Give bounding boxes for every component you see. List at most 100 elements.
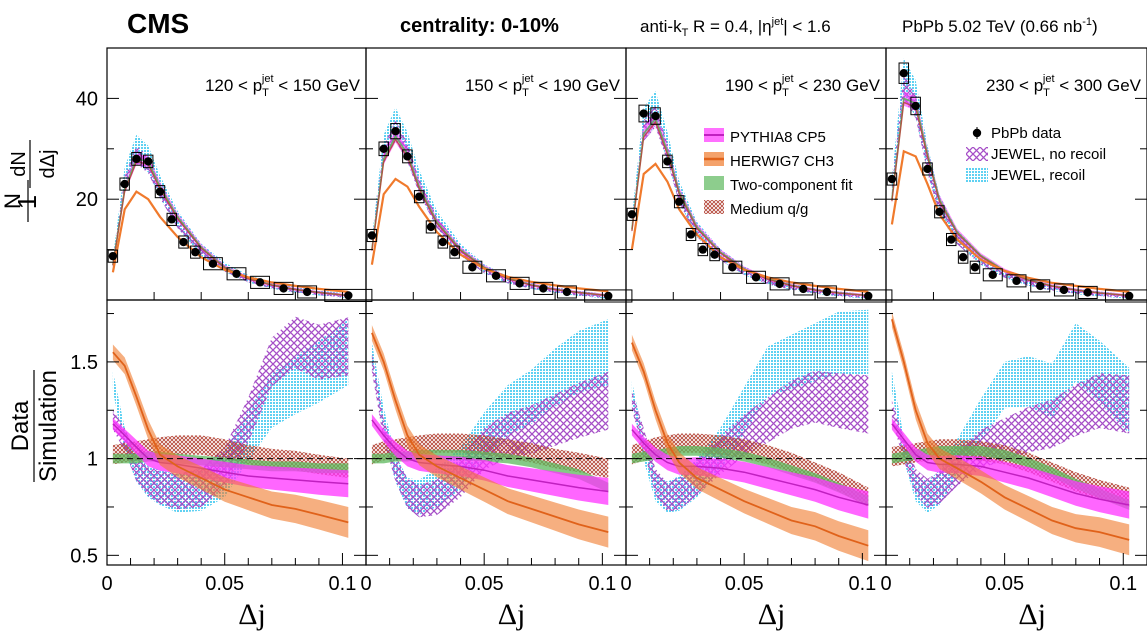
data-point: [935, 207, 944, 216]
legend-models: PYTHIA8 CP5 HERWIG7 CH3 Two-component fit M…: [704, 128, 853, 218]
ratio-y-tick-label: 1.5: [70, 352, 98, 374]
centrality-label: centrality: 0-10%: [400, 15, 559, 37]
ratio-plot: 0 0.05 0.1 Δj: [101, 299, 367, 631]
ratio-jewel-norecoil: [371, 352, 609, 518]
data-point: [958, 252, 968, 262]
syst-box: [898, 62, 910, 84]
data-point: [379, 144, 388, 153]
data-point: [344, 291, 353, 300]
data-point: [120, 179, 129, 189]
x-tick-label: 0.05: [725, 573, 764, 595]
data-point: [450, 247, 459, 257]
data-point: [923, 164, 932, 174]
jewel-recoil-band: [891, 58, 1130, 299]
bottom-y-title: Data Simulation: [7, 370, 62, 482]
svg-text:dΔj: dΔj: [37, 150, 59, 179]
syst-box: [378, 141, 389, 157]
legend-label-jewel-recoil: JEWEL, recoil: [991, 167, 1085, 184]
syst-box: [107, 249, 119, 263]
syst-box: [584, 289, 633, 303]
syst-box: [910, 96, 921, 116]
data-point: [562, 287, 572, 297]
top-plot: 150 < pTjet < 190 GeV: [365, 47, 633, 303]
ratio-herwig-band: [891, 311, 1130, 556]
syst-box: [662, 154, 673, 169]
data-point: [651, 111, 660, 121]
ratio-pythia-line: [631, 429, 869, 506]
x-tick-label: 0.1: [1109, 573, 1137, 595]
top-plot: 190 < pTjet < 230 GeV: [625, 47, 893, 303]
syst-box: [142, 154, 154, 169]
legend-label-herwig: HERWIG7 CH3: [730, 153, 834, 170]
data-point: [604, 291, 613, 301]
experiment-label: CMS: [127, 8, 189, 39]
data-point: [698, 245, 708, 254]
syst-box: [486, 269, 506, 283]
data-point: [208, 259, 218, 268]
syst-box: [462, 260, 483, 274]
syst-box: [324, 288, 373, 303]
data-point: [775, 279, 784, 289]
legend-label-twocomp: Two-component fit: [730, 177, 853, 194]
ratio-herwig-line: [891, 319, 1130, 541]
data-point: [887, 174, 897, 184]
panel-label: 230 < pTjet < 300 GeV: [986, 73, 1142, 99]
dataset-label: PbPb 5.02 TeV (0.66 nb-1): [902, 16, 1098, 36]
top-plot: 230 < pTjet < 300 GeV: [885, 47, 1147, 303]
syst-box: [957, 250, 969, 264]
pythia-band: [891, 91, 1130, 297]
x-axis-title: Δj: [1018, 598, 1046, 631]
mediumqg-curve: [371, 138, 609, 297]
panel-label: 190 < pTjet < 230 GeV: [725, 73, 881, 99]
ratio-herwig-band: [112, 344, 349, 538]
data-point: [1083, 288, 1092, 297]
syst-box: [922, 162, 933, 176]
syst-box: [844, 289, 893, 303]
data-point: [155, 187, 165, 196]
data-point: [947, 235, 956, 244]
syst-box: [178, 235, 189, 249]
selection-label: anti-kT R = 0.4, |ηjet| < 1.6: [640, 16, 831, 39]
panel-label: 120 < pTjet < 150 GeV: [205, 73, 361, 99]
ratio-plot: 0 0.05 0.1 Δj: [620, 299, 887, 631]
syst-box: [203, 257, 223, 271]
data-point: [663, 157, 672, 166]
data-point: [391, 126, 400, 136]
syst-box: [166, 212, 177, 226]
syst-box: [886, 172, 898, 186]
x-tick-label: 0: [360, 573, 371, 595]
x-tick-label: 0: [620, 573, 631, 595]
jewel-recoil-band: [631, 91, 869, 299]
legend-label-data: PbPb data: [991, 125, 1062, 142]
herwig-curve: [111, 190, 349, 293]
legend-swatch-jewel-recoil: [966, 168, 988, 182]
data-point: [232, 269, 241, 278]
data-point: [426, 222, 436, 232]
ratio-jewel-recoil: [371, 319, 609, 515]
data-point: [674, 197, 684, 206]
ratio-pythia-band: [891, 418, 1130, 519]
syst-box: [934, 205, 945, 219]
x-tick-label: 0: [101, 573, 112, 595]
data-point: [639, 109, 648, 118]
syst-box: [969, 260, 981, 274]
x-axis-title: Δj: [238, 598, 266, 631]
syst-box: [425, 220, 437, 234]
svg-text:N: N: [0, 193, 25, 209]
data-point: [751, 273, 761, 282]
y-tick-label: 20: [76, 189, 98, 211]
data-point: [515, 279, 524, 288]
syst-box: [437, 235, 449, 249]
data-point: [367, 231, 377, 240]
legend-label-jewel-norecoil: JEWEL, no recoil: [991, 146, 1106, 163]
data-point: [988, 270, 997, 279]
herwig-curve: [370, 177, 609, 293]
syst-box: [697, 243, 709, 257]
data-point: [491, 271, 501, 281]
syst-box: [190, 245, 201, 259]
syst-box: [982, 268, 1003, 282]
data-point: [403, 152, 412, 161]
data-point: [728, 263, 737, 272]
syst-box: [673, 195, 685, 209]
